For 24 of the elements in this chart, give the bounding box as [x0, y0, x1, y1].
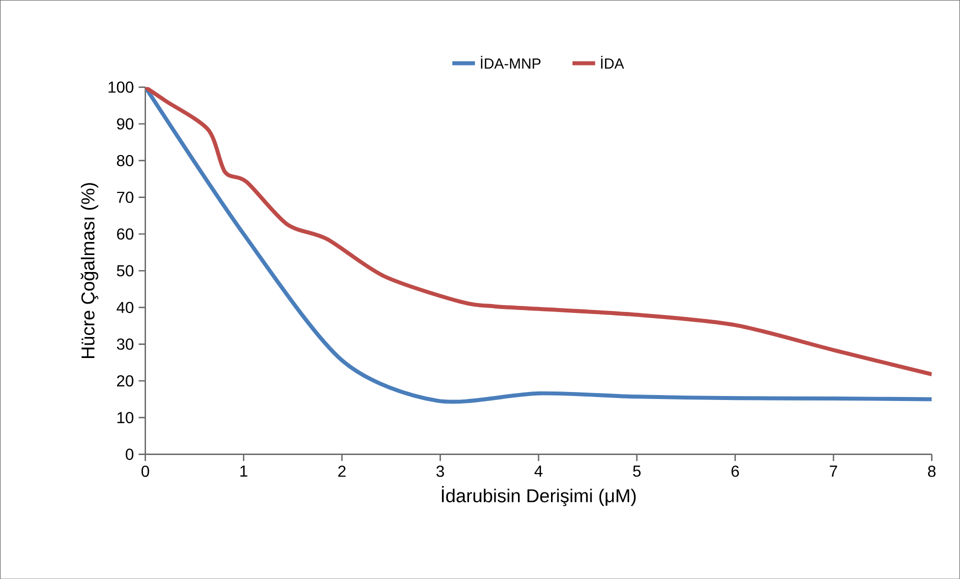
x-tick-label: 6: [732, 466, 739, 477]
y-tick-label: 10: [117, 412, 134, 424]
y-tick-label: 80: [116, 154, 134, 166]
x-tick-label: 5: [633, 466, 641, 477]
x-tick-label: 8: [928, 466, 936, 477]
x-tick-label: 0: [142, 466, 150, 477]
y-tick-label: 40: [116, 302, 134, 313]
legend-label: İDA-MNP: [480, 56, 541, 68]
y-tick-label: 20: [117, 375, 134, 386]
x-tick-label: 7: [830, 466, 838, 476]
y-tick-label: 30: [116, 338, 134, 350]
x-tick-label: 2: [338, 466, 346, 477]
y-tick-label: 50: [116, 264, 134, 276]
y-tick-label: 90: [117, 118, 134, 130]
x-axis-title: İdarubisin Derişimi (μM): [442, 486, 636, 506]
y-tick-label: 100: [108, 81, 134, 93]
x-tick-label: 4: [534, 466, 543, 476]
y-tick-label: 0: [126, 448, 134, 460]
y-axis-title: Hücre Çoğalması (%): [80, 182, 98, 358]
y-tick-label: 60: [117, 228, 134, 240]
y-tick-label: 70: [117, 192, 134, 203]
legend-label: İDA: [601, 56, 624, 68]
x-tick-label: 1: [240, 466, 248, 476]
x-tick-label: 3: [436, 466, 444, 477]
